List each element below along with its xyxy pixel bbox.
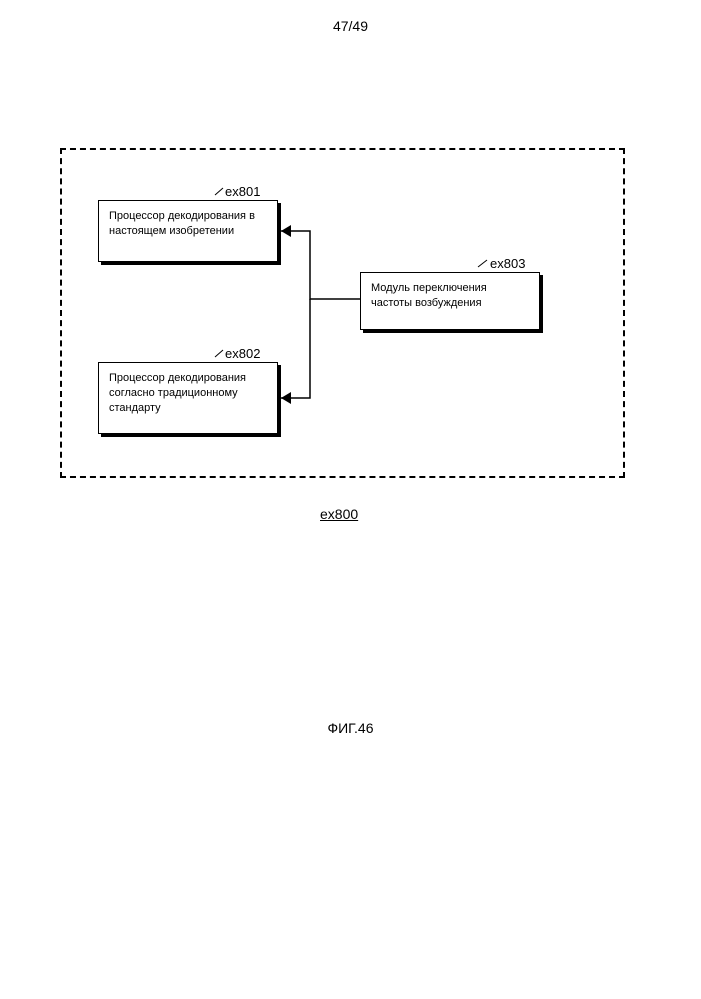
leader-ex803 xyxy=(478,260,487,267)
edge-ex803-ex801 xyxy=(281,225,360,299)
figure-label: ФИГ.46 xyxy=(0,720,701,736)
page: 47/49 Процессор декодирования в настояще… xyxy=(0,0,701,999)
node-ex801-text: Процессор декодирования в настоящем изоб… xyxy=(109,210,255,237)
node-ex803: Модуль переключения частоты возбуждения xyxy=(360,272,540,330)
node-ex803-text: Модуль переключения частоты возбуждения xyxy=(371,282,487,309)
edge-ex803-ex802 xyxy=(281,299,310,404)
label-ex801: ex801 xyxy=(225,184,260,199)
node-ex802: Процессор декодирования согласно традици… xyxy=(98,362,278,434)
label-ex802: ex802 xyxy=(225,346,260,361)
diagram-svg xyxy=(0,0,701,999)
leader-ex801 xyxy=(215,188,223,195)
leader-ex802 xyxy=(215,350,223,357)
container-id-label: ex800 xyxy=(320,506,358,522)
label-ex803: ex803 xyxy=(490,256,525,271)
node-ex802-text: Процессор декодирования согласно традици… xyxy=(109,372,246,414)
node-ex801: Процессор декодирования в настоящем изоб… xyxy=(98,200,278,262)
